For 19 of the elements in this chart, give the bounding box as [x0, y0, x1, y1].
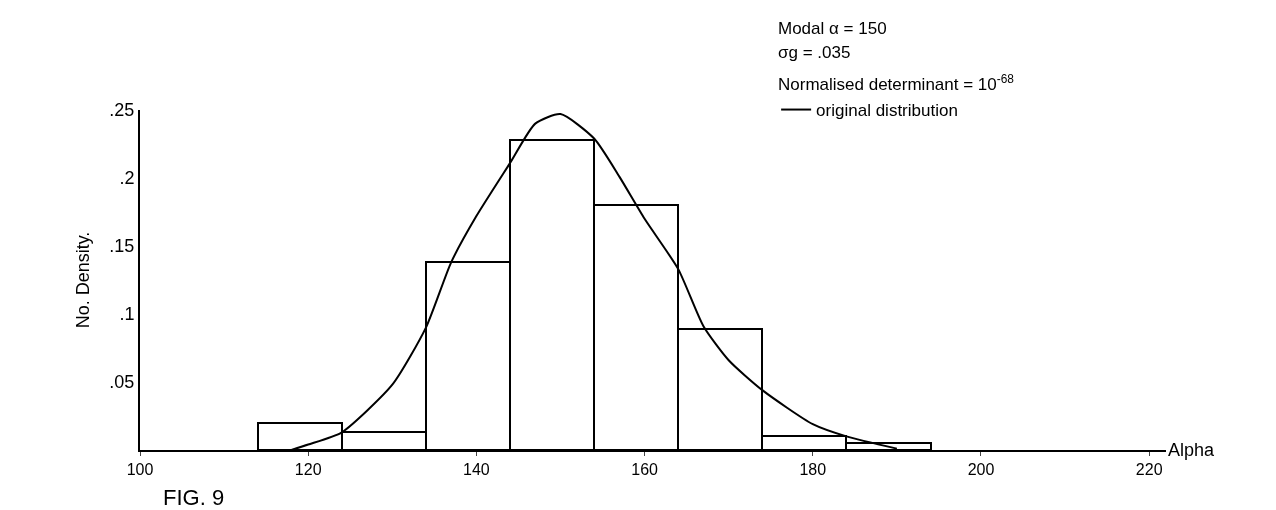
x-tick-label: 140 [463, 461, 490, 479]
y-tick-label: .15 [109, 236, 135, 257]
x-tick-label: 220 [1135, 461, 1163, 479]
y-tick-label: .2 [119, 168, 135, 189]
x-tick-label: 180 [799, 461, 827, 479]
y-axis-title: No. Density. [73, 231, 94, 329]
y-tick-label: .1 [119, 304, 135, 325]
text: Modal α = 150 [778, 19, 887, 38]
x-tick-label: 200 [967, 461, 995, 479]
x-tick-label: 120 [294, 461, 322, 479]
x-tick-label: 160 [631, 461, 659, 479]
x-axis-title: Alpha [1168, 440, 1216, 460]
caption: FIG. 9 [163, 485, 225, 510]
text: Normalised determinant = 10$^{-68}$ [778, 72, 1015, 95]
x-tick-label: 100 [126, 461, 154, 479]
y-tick-label: .05 [109, 372, 135, 393]
text: σg = .035 [778, 43, 851, 62]
legend-label: original distribution [816, 101, 958, 121]
y-tick-label: .25 [109, 100, 135, 121]
